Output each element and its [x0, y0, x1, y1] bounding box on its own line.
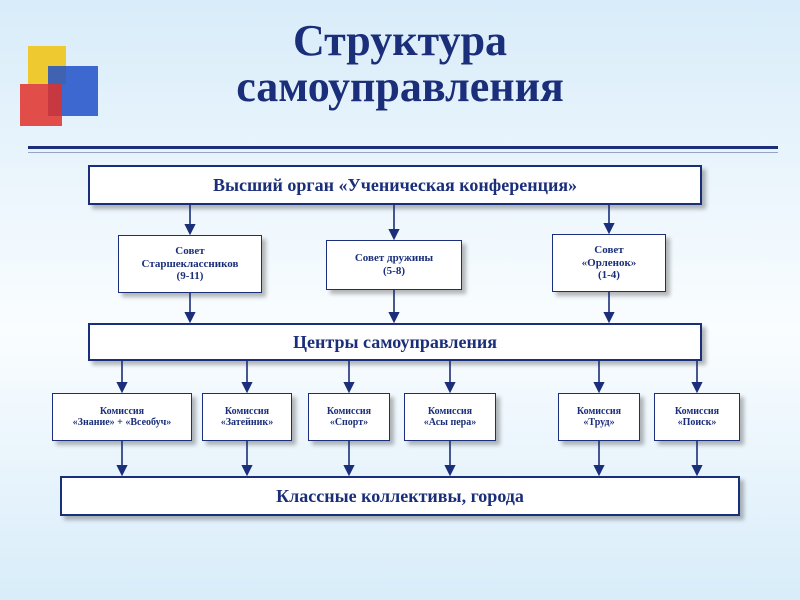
node-r3: Центры самоуправления [88, 323, 702, 361]
node-top: Высший орган «Ученическая конференция» [88, 165, 702, 205]
title-line-2: самоуправления [236, 62, 564, 111]
deco-square [20, 84, 62, 126]
node-c5: Комиссия«Труд» [558, 393, 640, 441]
node-c4: Комиссия«Асы пера» [404, 393, 496, 441]
node-c1: Комиссия«Знание» + «Всеобуч» [52, 393, 192, 441]
node-r2b: Совет дружины(5-8) [326, 240, 462, 290]
node-c2: Комиссия«Затейник» [202, 393, 292, 441]
node-c3: Комиссия«Спорт» [308, 393, 390, 441]
node-r2c: Совет«Орленок»(1-4) [552, 234, 666, 292]
title-rule-main [28, 146, 778, 149]
node-r2a: СоветСтаршеклассников(9-11) [118, 235, 262, 293]
title-line-1: Структура [293, 16, 507, 65]
node-c6: Комиссия«Поиск» [654, 393, 740, 441]
title-rule-sub [28, 152, 778, 153]
slide-title: Структура самоуправления [0, 18, 800, 110]
node-bottom: Классные коллективы, города [60, 476, 740, 516]
